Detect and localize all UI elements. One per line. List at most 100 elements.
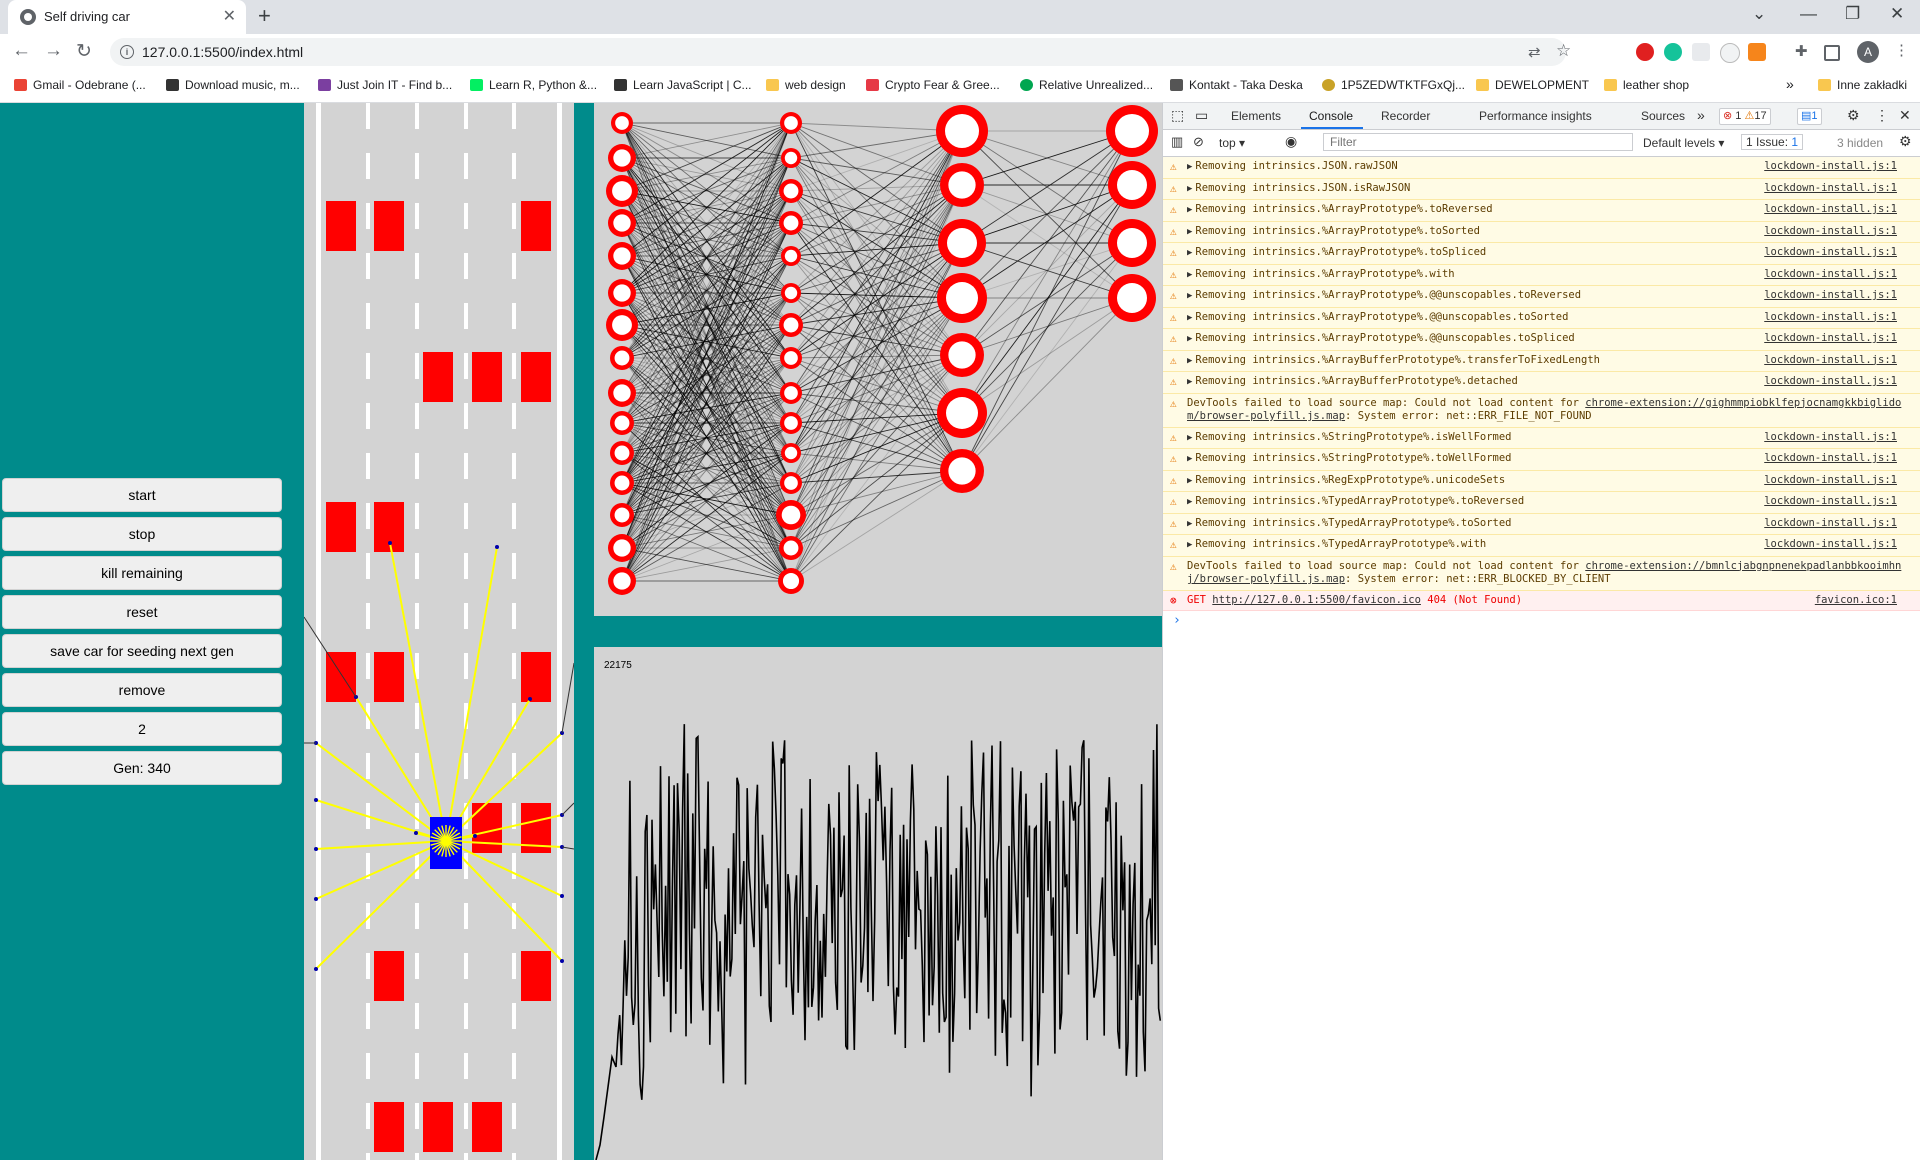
source-link[interactable]: lockdown-install.js:1 bbox=[1764, 430, 1897, 443]
issues-button[interactable]: 1 Issue: 1 bbox=[1741, 134, 1804, 150]
forward-icon[interactable]: → bbox=[44, 40, 63, 61]
source-link[interactable]: lockdown-install.js:1 bbox=[1764, 353, 1897, 366]
reload-icon[interactable]: ↻ bbox=[76, 41, 92, 62]
bookmark-folder[interactable]: leather shop bbox=[1604, 78, 1689, 92]
bookmark-item[interactable]: Crypto Fear & Gree... bbox=[866, 78, 1000, 92]
expand-triangle-icon[interactable]: ▶ bbox=[1187, 269, 1193, 280]
source-link[interactable]: lockdown-install.js:1 bbox=[1764, 495, 1897, 507]
expand-triangle-icon[interactable]: ▶ bbox=[1187, 518, 1193, 529]
source-link[interactable]: lockdown-install.js:1 bbox=[1764, 160, 1897, 172]
console-warning-row[interactable]: ⚠ ▶ Removing intrinsics.%ArrayPrototype%.t… bbox=[1163, 200, 1920, 222]
address-bar[interactable]: i 127.0.0.1:5500/index.html ⇄ ☆ bbox=[110, 38, 1571, 66]
console-warning-row[interactable]: ⚠ ▶ Removing intrinsics.%TypedArrayPrototy… bbox=[1163, 492, 1920, 514]
bookmark-item[interactable]: Learn JavaScript | C... bbox=[614, 78, 752, 92]
expand-triangle-icon[interactable]: ▶ bbox=[1187, 475, 1193, 486]
reset-button[interactable]: reset bbox=[2, 595, 282, 629]
expand-triangle-icon[interactable]: ▶ bbox=[1187, 454, 1193, 464]
remove-button[interactable]: remove bbox=[2, 673, 282, 707]
bookmark-star-icon[interactable]: ☆ bbox=[1556, 41, 1572, 60]
more-bookmarks-icon[interactable]: » bbox=[1786, 76, 1794, 92]
bookmark-folder[interactable]: DEWELOPMENT bbox=[1476, 78, 1589, 92]
expand-triangle-icon[interactable]: ▶ bbox=[1187, 377, 1193, 387]
console-warning-row[interactable]: ⚠ ▶ Removing intrinsics.%TypedArrayPrototy… bbox=[1163, 513, 1920, 535]
stop-button[interactable]: stop bbox=[2, 517, 282, 551]
save-car-button[interactable]: save car for seeding next gen bbox=[2, 634, 282, 668]
expand-triangle-icon[interactable]: ▶ bbox=[1187, 226, 1193, 237]
console-warning-row[interactable]: ⚠ ▶ Removing intrinsics.%ArrayPrototype%.t… bbox=[1163, 243, 1920, 265]
console-warning-row[interactable]: ⚠ ▶ Removing intrinsics.%ArrayPrototype%.@… bbox=[1163, 307, 1920, 329]
source-link[interactable]: lockdown-install.js:1 bbox=[1764, 224, 1897, 237]
console-warning-row[interactable]: ⚠ ▶ Removing intrinsics.%ArrayBufferProtot… bbox=[1163, 350, 1920, 372]
close-devtools-icon[interactable]: ✕ bbox=[1899, 107, 1911, 123]
console-warning-row[interactable]: ⚠ ▶ Removing intrinsics.%TypedArrayPrototy… bbox=[1163, 535, 1920, 557]
expand-triangle-icon[interactable]: ▶ bbox=[1187, 432, 1193, 443]
tab-recorder[interactable]: Recorder bbox=[1381, 109, 1431, 123]
console-error-row[interactable]: ⊗ GET http://127.0.0.1:5500/favicon.ico 4… bbox=[1163, 590, 1920, 611]
console-warning-row[interactable]: ⚠ ▶ Removing intrinsics.JSON.isRawJSON lock… bbox=[1163, 178, 1920, 200]
restore-icon[interactable]: ❐ bbox=[1845, 4, 1861, 23]
tab-performance-insights[interactable]: Performance insights bbox=[1479, 109, 1592, 123]
source-link[interactable]: lockdown-install.js:1 bbox=[1764, 375, 1897, 387]
console-warning-row[interactable]: ⚠ ▶ Removing intrinsics.%ArrayBufferProtot… bbox=[1163, 372, 1920, 394]
extension-icon-grey[interactable] bbox=[1692, 43, 1710, 61]
clear-console-icon[interactable]: ⊘ bbox=[1193, 134, 1204, 149]
bookmark-item[interactable]: Learn R, Python &... bbox=[470, 78, 597, 92]
grammarly-icon[interactable] bbox=[1664, 43, 1682, 61]
console-prompt[interactable]: › bbox=[1173, 613, 1181, 628]
live-expression-eye-icon[interactable]: ◉ bbox=[1285, 133, 1298, 149]
tab-elements[interactable]: Elements bbox=[1231, 109, 1282, 123]
new-tab-button[interactable]: + bbox=[258, 3, 271, 28]
browser-tab[interactable]: Self driving car ✕ bbox=[8, 0, 246, 34]
console-warning-row[interactable]: ⚠ ▶ Removing intrinsics.%ArrayPrototype%.w… bbox=[1163, 264, 1920, 286]
error-count-badge[interactable]: ⊗ 1 ⚠17 bbox=[1719, 108, 1771, 125]
log-levels-dropdown[interactable]: Default levels ▾ bbox=[1643, 136, 1725, 150]
close-tab-icon[interactable]: ✕ bbox=[222, 8, 236, 25]
kill-remaining-button[interactable]: kill remaining bbox=[2, 556, 282, 590]
metamask-icon[interactable] bbox=[1748, 43, 1766, 61]
settings-gear-icon[interactable]: ⚙ bbox=[1847, 107, 1860, 123]
bookmark-item[interactable]: Relative Unrealized... bbox=[1020, 78, 1153, 92]
other-bookmarks-folder[interactable]: Inne zakładki bbox=[1818, 78, 1907, 92]
sidebar-toggle-icon[interactable]: ▥ bbox=[1171, 134, 1184, 149]
source-link[interactable]: lockdown-install.js:1 bbox=[1764, 310, 1897, 323]
expand-triangle-icon[interactable]: ▶ bbox=[1187, 248, 1193, 258]
extension-icon-red[interactable] bbox=[1636, 43, 1654, 61]
window-close-icon[interactable]: ✕ bbox=[1890, 4, 1905, 23]
context-selector[interactable]: top ▾ bbox=[1219, 136, 1246, 150]
console-warning-row[interactable]: ⚠ DevTools failed to load source map: Cou… bbox=[1163, 393, 1920, 428]
console-warning-row[interactable]: ⚠ ▶ Removing intrinsics.JSON.rawJSON lockdo… bbox=[1163, 157, 1920, 179]
devtools-menu-icon[interactable]: ⋮ bbox=[1875, 107, 1889, 123]
menu-kebab-icon[interactable]: ⋮ bbox=[1894, 42, 1909, 59]
console-warning-row[interactable]: ⚠ ▶ Removing intrinsics.%ArrayPrototype%.@… bbox=[1163, 286, 1920, 308]
expand-triangle-icon[interactable]: ▶ bbox=[1187, 162, 1193, 172]
tab-search-icon[interactable]: ⌄ bbox=[1752, 4, 1767, 23]
profile-avatar[interactable]: A bbox=[1857, 41, 1879, 63]
expand-triangle-icon[interactable]: ▶ bbox=[1187, 291, 1193, 301]
source-link[interactable]: lockdown-install.js:1 bbox=[1764, 267, 1897, 280]
expand-triangle-icon[interactable]: ▶ bbox=[1187, 183, 1193, 194]
expand-triangle-icon[interactable]: ▶ bbox=[1187, 334, 1193, 344]
tab-sources[interactable]: Sources bbox=[1641, 109, 1686, 123]
bookmark-folder[interactable]: web design bbox=[766, 78, 846, 92]
bookmark-item[interactable]: Kontakt - Taka Deska bbox=[1170, 78, 1303, 92]
expand-triangle-icon[interactable]: ▶ bbox=[1187, 355, 1193, 366]
source-link[interactable]: favicon.ico:1 bbox=[1814, 593, 1897, 606]
source-link[interactable]: lockdown-install.js:1 bbox=[1764, 452, 1897, 464]
start-button[interactable]: start bbox=[2, 478, 282, 512]
inspect-element-icon[interactable]: ⬚ bbox=[1171, 107, 1185, 123]
console-warning-row[interactable]: ⚠ ▶ Removing intrinsics.%ArrayPrototype%.@… bbox=[1163, 329, 1920, 351]
expand-triangle-icon[interactable]: ▶ bbox=[1187, 540, 1193, 550]
source-link[interactable]: lockdown-install.js:1 bbox=[1764, 473, 1897, 486]
console-warning-row[interactable]: ⚠ DevTools failed to load source map: Cou… bbox=[1163, 556, 1920, 591]
source-link[interactable]: lockdown-install.js:1 bbox=[1764, 203, 1897, 215]
info-count-badge[interactable]: ▤1 bbox=[1797, 108, 1822, 125]
console-filter-input[interactable] bbox=[1323, 133, 1633, 151]
info-icon[interactable]: i bbox=[120, 45, 134, 59]
more-tabs-icon[interactable]: » bbox=[1697, 107, 1705, 123]
source-link[interactable]: lockdown-install.js:1 bbox=[1764, 289, 1897, 301]
expand-triangle-icon[interactable]: ▶ bbox=[1187, 497, 1193, 507]
source-link[interactable]: lockdown-install.js:1 bbox=[1764, 181, 1897, 194]
console-warning-row[interactable]: ⚠ ▶ Removing intrinsics.%RegExpPrototype%.… bbox=[1163, 470, 1920, 492]
bookmark-item[interactable]: Gmail - Odebrane (... bbox=[14, 78, 146, 92]
count-button[interactable]: 2 bbox=[2, 712, 282, 746]
